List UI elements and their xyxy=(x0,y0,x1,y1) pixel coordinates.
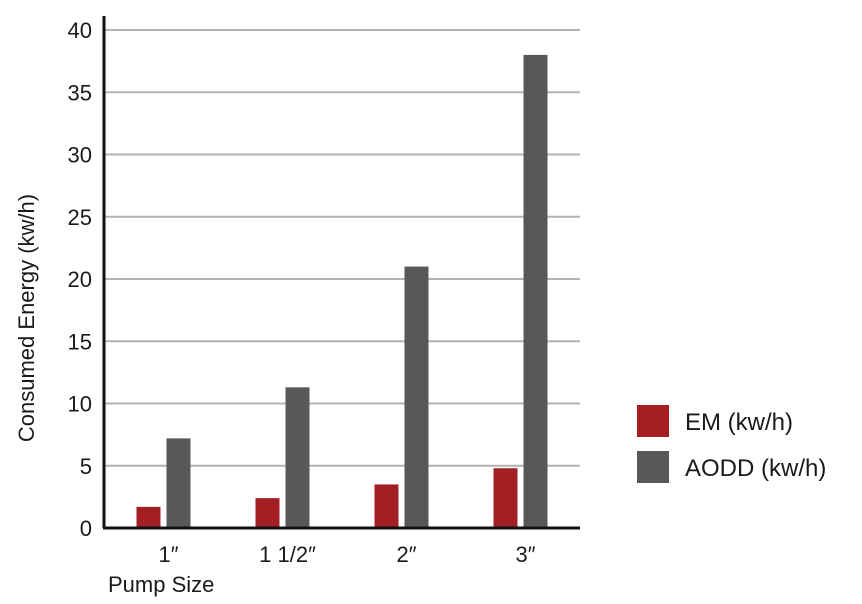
y-tick-label: 10 xyxy=(68,392,92,417)
legend-swatch xyxy=(637,451,669,483)
legend-label: EM (kw/h) xyxy=(685,409,793,436)
legend-swatch xyxy=(637,405,669,437)
y-tick-label: 15 xyxy=(68,329,92,354)
bar xyxy=(166,438,191,528)
axes xyxy=(102,16,580,530)
bar xyxy=(404,266,429,528)
y-tick-label: 40 xyxy=(68,18,92,43)
y-tick-label: 5 xyxy=(80,454,92,479)
bar xyxy=(285,387,310,528)
bar xyxy=(493,468,518,528)
x-tick-label: 1 1/2″ xyxy=(259,542,316,567)
y-axis-title: Consumed Energy (kw/h) xyxy=(14,194,39,442)
x-tick-label: 3″ xyxy=(515,542,535,567)
y-tick-label: 0 xyxy=(80,516,92,541)
bars xyxy=(136,54,548,529)
bar xyxy=(136,506,161,528)
x-axis-title: Pump Size xyxy=(108,572,214,597)
gridlines xyxy=(104,29,580,467)
bar xyxy=(374,484,399,528)
y-tick-label: 35 xyxy=(68,80,92,105)
legend: EM (kw/h) AODD (kw/h) xyxy=(637,405,826,483)
y-tick-labels: 0 5 10 15 20 25 30 35 40 xyxy=(68,18,92,541)
bar xyxy=(523,54,548,529)
x-tick-labels: 1″ 1 1/2″ 2″ 3″ xyxy=(158,542,535,567)
x-tick-label: 1″ xyxy=(158,542,178,567)
bar xyxy=(255,498,280,528)
y-tick-label: 30 xyxy=(68,143,92,168)
x-tick-label: 2″ xyxy=(396,542,416,567)
y-tick-label: 25 xyxy=(68,205,92,230)
y-tick-label: 20 xyxy=(68,267,92,292)
legend-label: AODD (kw/h) xyxy=(685,455,826,482)
